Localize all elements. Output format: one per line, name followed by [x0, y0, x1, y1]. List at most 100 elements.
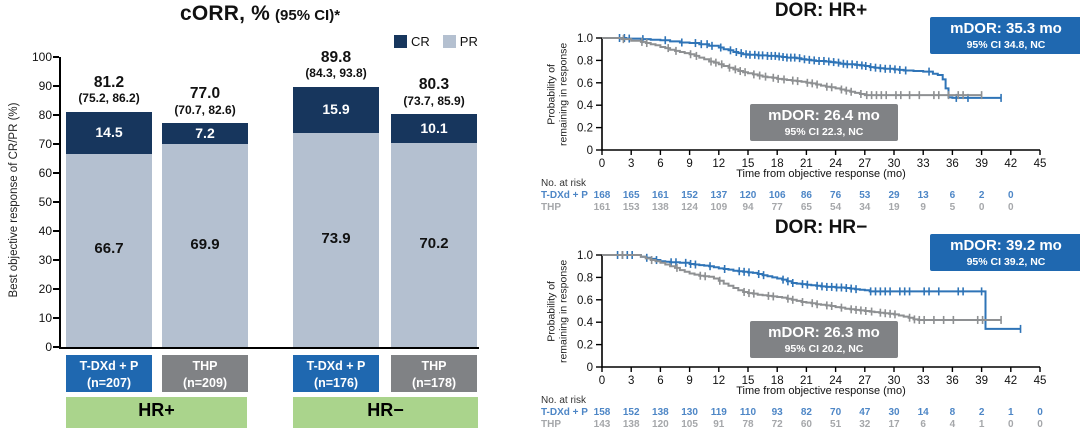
risk-value: 130	[681, 407, 698, 418]
y-tick	[53, 114, 59, 116]
km1-title: DOR: HR+	[774, 0, 868, 21]
arm-n: (n=178)	[411, 375, 457, 390]
km1-tdxd-mdor-value: mDOR: 35.3 mo	[950, 20, 1062, 37]
group-band	[66, 397, 247, 428]
km-x-tick-label: 33	[917, 375, 930, 387]
bar-total-value: 81.2	[93, 73, 125, 91]
risk-value: 138	[622, 419, 640, 430]
km-x-tick-label: 18	[771, 375, 784, 387]
km-curve-gray	[602, 254, 1002, 321]
km1-plot: 00.20.40.60.81.00 3 6 9 12 15 18 21 24 27 30 33 36 39…	[577, 33, 1047, 170]
risk-value: 105	[681, 419, 698, 430]
risk-value: 2	[978, 190, 985, 201]
y-tick	[53, 143, 59, 145]
risk-value: 78	[742, 419, 754, 430]
x-axis-line	[59, 347, 479, 349]
km-y-tick-label: 0	[587, 362, 593, 374]
km1-thp-mdor-ci: 95% CI 22.3, NC	[784, 125, 864, 138]
arm-label-box: T-DXd + P (n=176)	[293, 355, 379, 392]
km-x-tick-label: 39	[975, 158, 988, 170]
km-y-tick-label: 0.6	[577, 78, 593, 90]
bar-pr-segment: 73.9	[293, 132, 379, 347]
bar-ci-value: (70.7, 82.6)	[174, 103, 236, 118]
km-x-tick-label: 9	[686, 158, 692, 170]
legend-item-pr: PR	[442, 34, 478, 49]
bar-cr-value: 14.5	[95, 123, 123, 140]
risk-value: 70	[830, 407, 842, 418]
risk-value: 143	[593, 419, 611, 430]
arm-label-box: THP (n=178)	[391, 355, 477, 392]
risk-value: 110	[739, 407, 757, 418]
km2-at-risk-header: No. at risk	[541, 395, 587, 406]
arm-n: (n=209)	[182, 375, 228, 390]
y-tick	[53, 201, 59, 203]
bar-cr-segment: 7.2	[162, 123, 248, 145]
km-x-tick-label: 3	[628, 158, 634, 170]
risk-value: 1	[978, 419, 985, 430]
arm-name: THP	[192, 359, 218, 373]
bar-pr-segment: 66.7	[66, 153, 152, 347]
bar-total-block: 81.2 (75.2, 86.2)	[52, 74, 166, 106]
bar-cr-value: 7.2	[195, 124, 215, 141]
risk-value: 138	[652, 407, 669, 418]
km-y-tick-label: 0.8	[577, 55, 593, 67]
risk-value: 94	[742, 202, 754, 213]
pr-legend-swatch-icon	[442, 35, 456, 48]
risk-row-name: T-DXd + P	[541, 407, 588, 418]
risk-value: 161	[593, 202, 611, 213]
risk-value: 60	[800, 419, 812, 430]
km-curve-blue	[602, 254, 1021, 330]
bar-pr-segment: 70.2	[391, 143, 477, 347]
bar-cr-segment: 14.5	[66, 111, 152, 154]
risk-value: 1	[1008, 407, 1014, 418]
group-band	[293, 397, 478, 428]
corr-bar-chart-panel: cORR, % (95% CI)* CR PR Best objective re…	[8, 2, 491, 428]
km-x-tick-label: 45	[1034, 375, 1047, 387]
risk-row-name: THP	[541, 202, 561, 213]
km-x-tick-label: 27	[858, 158, 871, 170]
km-x-tick-label: 42	[1004, 375, 1017, 387]
risk-value: 13	[917, 190, 929, 201]
risk-value: 53	[859, 190, 871, 201]
group-label: HR+	[138, 400, 175, 420]
km1-tdxd-mdor-annotation: mDOR: 35.3 mo 95% CI 34.8, NC	[930, 17, 1080, 55]
km2-thp-mdor-ci: 95% CI 20.2, NC	[784, 342, 864, 355]
km-x-tick-label: 42	[1004, 158, 1017, 170]
y-axis-line	[59, 57, 61, 348]
km2-title: DOR: HR−	[774, 217, 868, 238]
bar-chart-plot-area: 0 10 20 30 40 50 60 70 80 90 100 66.7 14.5 81.2 (75.2,…	[32, 49, 491, 428]
km-x-tick-label: 9	[686, 375, 692, 387]
risk-value: 47	[859, 407, 871, 418]
risk-value: 6	[949, 190, 956, 201]
bar-pr-value: 70.2	[419, 235, 449, 253]
km-x-tick-label: 36	[946, 375, 959, 387]
bar-total-block: 89.8 (84.3, 93.8)	[279, 49, 393, 81]
bar-pr-segment: 69.9	[162, 144, 248, 347]
risk-value: 19	[888, 202, 900, 213]
bar-total-block: 80.3 (73.7, 85.9)	[377, 76, 491, 108]
km2-at-risk-table: No. at risk T-DXd + P 158 152 138 130 119 110 9…	[540, 395, 1080, 434]
risk-value: 32	[859, 419, 871, 430]
risk-value: 93	[771, 407, 783, 418]
km-y-tick-label: 0.4	[577, 100, 594, 112]
cr-legend-label: CR	[411, 34, 430, 49]
km-x-tick-label: 27	[858, 375, 871, 387]
risk-value: 0	[1008, 419, 1014, 430]
bar-cr-value: 10.1	[420, 119, 448, 136]
km-x-tick-label: 39	[975, 375, 988, 387]
risk-value: 0	[1037, 407, 1043, 418]
risk-value: 120	[652, 419, 669, 430]
risk-value: 120	[739, 190, 757, 201]
risk-value: 91	[713, 419, 725, 430]
y-tick-label: 40	[38, 223, 52, 238]
km-y-tick-label: 0.4	[577, 317, 594, 329]
risk-value: 137	[710, 190, 728, 201]
pr-legend-label: PR	[459, 34, 478, 49]
km-x-tick-label: 0	[599, 158, 605, 170]
risk-value: 138	[652, 202, 669, 213]
km1-thp-mdor-annotation: mDOR: 26.4 mo 95% CI 22.3, NC	[750, 104, 898, 142]
risk-value: 72	[771, 419, 783, 430]
km-x-tick-label: 24	[829, 158, 842, 170]
cr-legend-swatch-icon	[394, 35, 407, 48]
km-x-tick-label: 45	[1034, 158, 1047, 170]
